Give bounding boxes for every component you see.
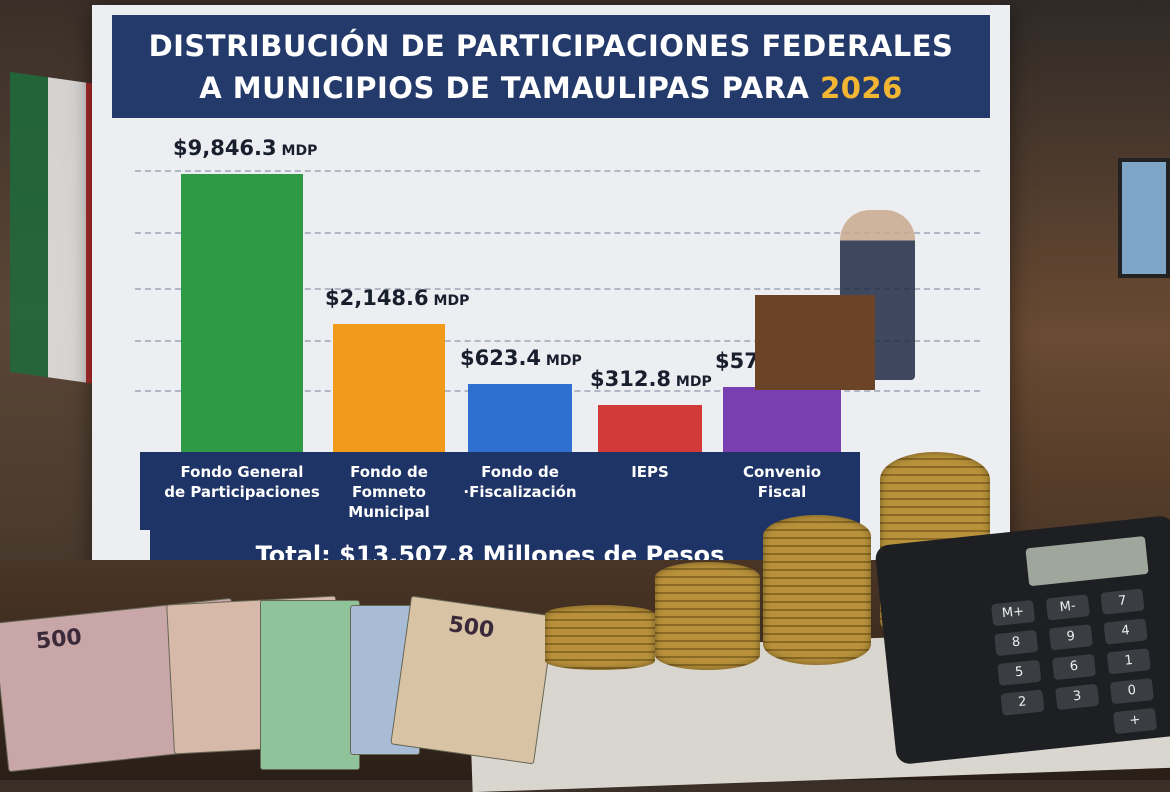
calculator-key: + — [1112, 707, 1158, 735]
category-label: IEPS — [631, 463, 669, 481]
value-label: $2,148.6 MDP — [325, 285, 470, 310]
calculator-display — [1025, 535, 1149, 587]
chart-title: DISTRIBUCIÓN DE PARTICIPACIONES FEDERALE… — [112, 15, 990, 118]
calculator-key: 3 — [1055, 683, 1100, 711]
category-label: Fondo de Fomneto Municipal — [348, 463, 430, 521]
coin-stack — [545, 605, 655, 670]
calculator-key: 2 — [1000, 689, 1045, 716]
calculator-key: 6 — [1052, 653, 1097, 681]
banknote — [260, 600, 360, 770]
calculator-key: M- — [1045, 594, 1090, 621]
calculator-key: 0 — [1109, 678, 1154, 705]
calculator-key: 7 — [1100, 588, 1145, 615]
value-label: $9,846.3 MDP — [173, 136, 318, 161]
wall-screen — [1118, 158, 1170, 278]
bar — [598, 404, 702, 455]
calculator-key: 4 — [1103, 618, 1148, 645]
title-line-2: A MUNICIPIOS DE TAMAULIPAS PARA — [199, 71, 810, 105]
category-band: Fondo General de Participaciones Fondo de… — [140, 452, 860, 530]
category-label: Convenio Fiscal — [742, 463, 822, 501]
gridline — [135, 288, 980, 290]
title-line-1: DISTRIBUCIÓN DE PARTICIPACIONES FEDERALE… — [148, 29, 954, 63]
gridline — [135, 232, 980, 234]
bar — [468, 384, 572, 455]
bar — [723, 387, 841, 455]
background-wall — [1000, 0, 1170, 560]
calculator-key: 9 — [1048, 624, 1093, 651]
value-label: $312.8 MDP — [590, 366, 712, 391]
calculator-key: 8 — [994, 629, 1039, 657]
coin-stack — [763, 515, 871, 665]
calculator-key: 1 — [1106, 648, 1151, 675]
gridline — [135, 340, 980, 342]
category-label: Fondo de ·Fiscalización — [463, 463, 577, 501]
category-label: Fondo General de Participaciones — [164, 463, 320, 501]
title-year: 2026 — [820, 71, 903, 105]
banknote: 500 — [390, 595, 555, 765]
calculator-key: M+ — [991, 600, 1036, 627]
bar — [181, 174, 303, 455]
calculator: M+ M- 7 8 9 4 5 6 1 2 3 0 + — [874, 514, 1170, 766]
podium — [755, 295, 875, 390]
bar — [333, 323, 445, 455]
calculator-key: 5 — [997, 659, 1042, 686]
gridline — [135, 170, 980, 172]
coin-stack — [655, 562, 760, 670]
value-label: $623.4 MDP — [460, 346, 582, 371]
